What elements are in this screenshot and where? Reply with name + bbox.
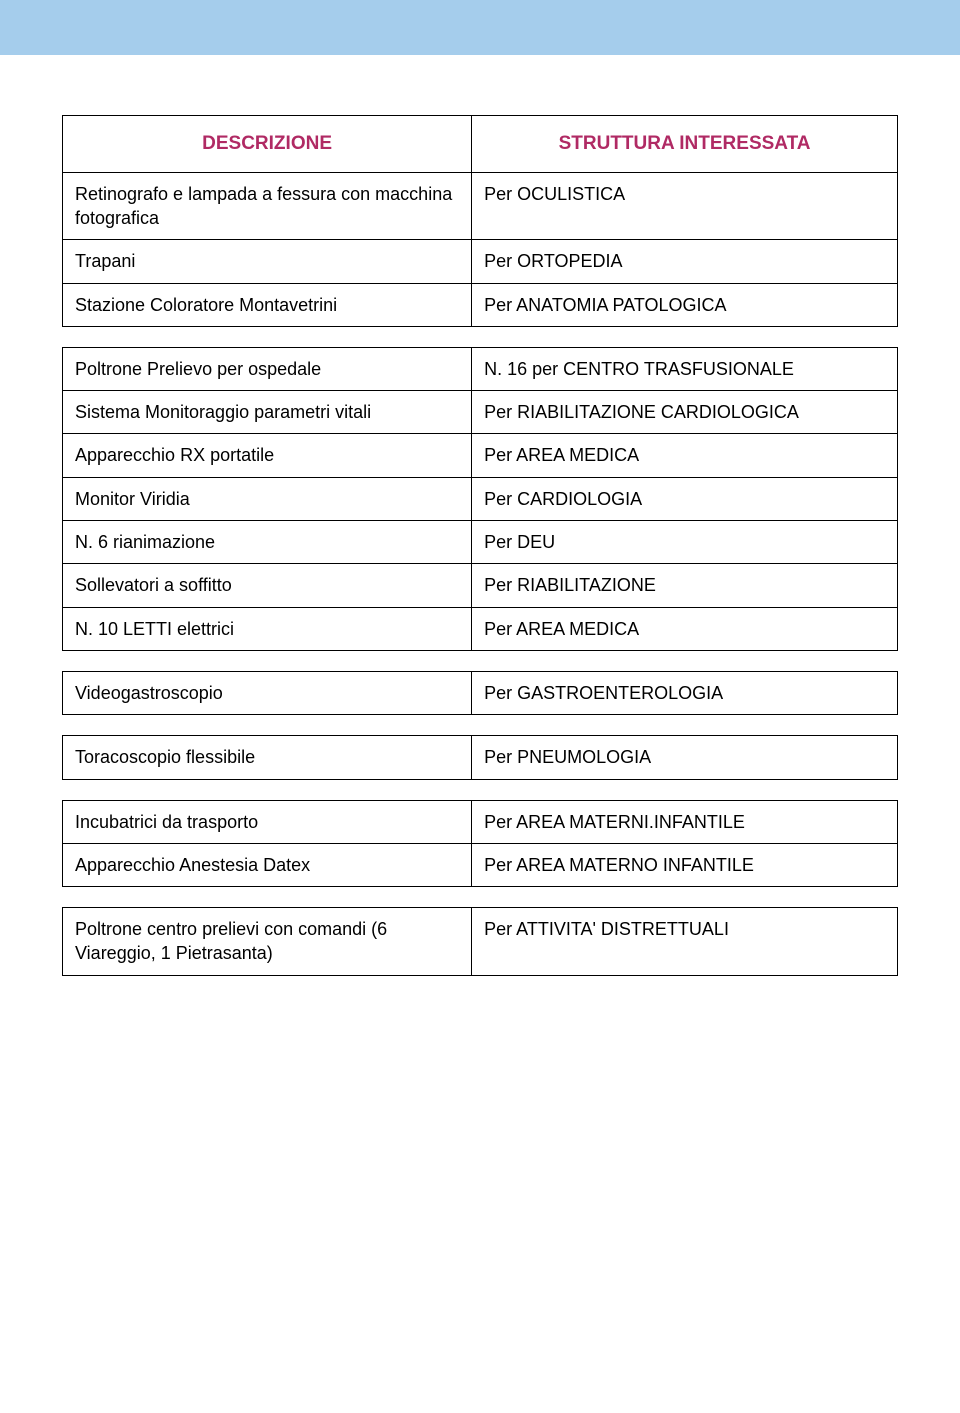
- table-4: Toracoscopio flessibile Per PNEUMOLOGIA: [62, 735, 898, 779]
- cell-right: Per ATTIVITA' DISTRETTUALI: [472, 908, 898, 976]
- cell-left: Stazione Coloratore Montavetrini: [63, 283, 472, 326]
- cell-left: N. 10 LETTI elettrici: [63, 607, 472, 650]
- cell-right: Per AREA MEDICA: [472, 434, 898, 477]
- cell-right: Per AREA MEDICA: [472, 607, 898, 650]
- cell-right: Per AREA MATERNI.INFANTILE: [472, 800, 898, 843]
- table-3: Videogastroscopio Per GASTROENTEROLOGIA: [62, 671, 898, 715]
- top-bar: [0, 0, 960, 55]
- cell-right: Per PNEUMOLOGIA: [472, 736, 898, 779]
- table-row: Monitor Viridia Per CARDIOLOGIA: [63, 477, 898, 520]
- cell-left: Sollevatori a soffitto: [63, 564, 472, 607]
- content-area: DESCRIZIONE STRUTTURA INTERESSATA Retino…: [0, 55, 960, 976]
- cell-left: Toracoscopio flessibile: [63, 736, 472, 779]
- table-row: Retinografo e lampada a fessura con macc…: [63, 172, 898, 240]
- table-2: Poltrone Prelievo per ospedale N. 16 per…: [62, 347, 898, 651]
- cell-right: Per RIABILITAZIONE: [472, 564, 898, 607]
- cell-left: N. 6 rianimazione: [63, 521, 472, 564]
- cell-right: Per GASTROENTEROLOGIA: [472, 671, 898, 714]
- cell-left: Sistema Monitoraggio parametri vitali: [63, 391, 472, 434]
- cell-right: Per AREA MATERNO INFANTILE: [472, 843, 898, 886]
- table-row: Apparecchio Anestesia Datex Per AREA MAT…: [63, 843, 898, 886]
- cell-left: Poltrone Prelievo per ospedale: [63, 347, 472, 390]
- table-row: Incubatrici da trasporto Per AREA MATERN…: [63, 800, 898, 843]
- cell-left: Trapani: [63, 240, 472, 283]
- cell-left: Poltrone centro prelievi con comandi (6 …: [63, 908, 472, 976]
- cell-left: Monitor Viridia: [63, 477, 472, 520]
- cell-right: Per CARDIOLOGIA: [472, 477, 898, 520]
- cell-right: Per OCULISTICA: [472, 172, 898, 240]
- table-row: Sistema Monitoraggio parametri vitali Pe…: [63, 391, 898, 434]
- cell-left: Apparecchio RX portatile: [63, 434, 472, 477]
- table-6: Poltrone centro prelievi con comandi (6 …: [62, 907, 898, 976]
- table-row: Trapani Per ORTOPEDIA: [63, 240, 898, 283]
- table-1: DESCRIZIONE STRUTTURA INTERESSATA Retino…: [62, 115, 898, 327]
- table-row: Poltrone Prelievo per ospedale N. 16 per…: [63, 347, 898, 390]
- cell-right: Per RIABILITAZIONE CARDIOLOGICA: [472, 391, 898, 434]
- table-row: N. 10 LETTI elettrici Per AREA MEDICA: [63, 607, 898, 650]
- table-5: Incubatrici da trasporto Per AREA MATERN…: [62, 800, 898, 888]
- table-row: Toracoscopio flessibile Per PNEUMOLOGIA: [63, 736, 898, 779]
- table-row: Sollevatori a soffitto Per RIABILITAZION…: [63, 564, 898, 607]
- cell-right: N. 16 per CENTRO TRASFUSIONALE: [472, 347, 898, 390]
- header-descrizione: DESCRIZIONE: [63, 116, 472, 173]
- header-struttura: STRUTTURA INTERESSATA: [472, 116, 898, 173]
- table-row: Stazione Coloratore Montavetrini Per ANA…: [63, 283, 898, 326]
- cell-left: Retinografo e lampada a fessura con macc…: [63, 172, 472, 240]
- cell-right: Per ORTOPEDIA: [472, 240, 898, 283]
- cell-left: Videogastroscopio: [63, 671, 472, 714]
- cell-left: Apparecchio Anestesia Datex: [63, 843, 472, 886]
- cell-right: Per DEU: [472, 521, 898, 564]
- cell-right: Per ANATOMIA PATOLOGICA: [472, 283, 898, 326]
- table-row: Videogastroscopio Per GASTROENTEROLOGIA: [63, 671, 898, 714]
- table-header-row: DESCRIZIONE STRUTTURA INTERESSATA: [63, 116, 898, 173]
- table-row: Poltrone centro prelievi con comandi (6 …: [63, 908, 898, 976]
- table-row: N. 6 rianimazione Per DEU: [63, 521, 898, 564]
- cell-left: Incubatrici da trasporto: [63, 800, 472, 843]
- table-row: Apparecchio RX portatile Per AREA MEDICA: [63, 434, 898, 477]
